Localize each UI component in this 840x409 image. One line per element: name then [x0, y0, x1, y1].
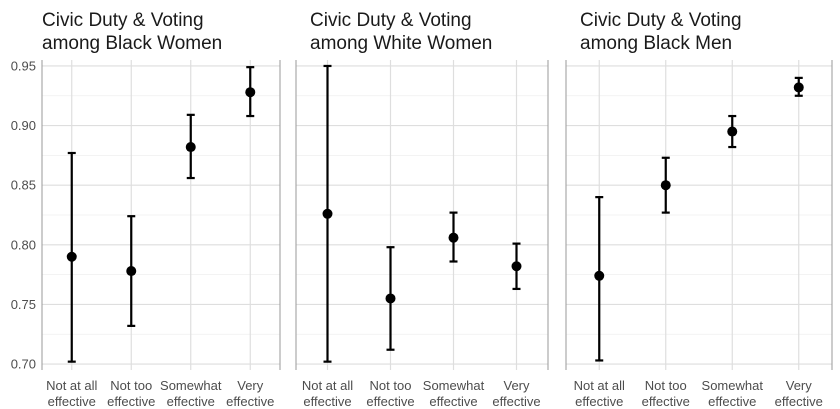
y-tick-label: 0.70 [11, 357, 36, 372]
x-tick-label: Not too [370, 378, 412, 393]
panel-1-title-line-1: Civic Duty & Voting [42, 10, 204, 31]
y-tick-label: 0.85 [11, 178, 36, 193]
data-point [245, 87, 256, 98]
panel-3-title-line-2: among Black Men [580, 33, 732, 54]
x-tick-label: Not at all [574, 378, 625, 393]
x-tick-label: effective [708, 394, 756, 409]
data-point [660, 180, 671, 191]
y-tick-label: 0.95 [11, 58, 36, 73]
data-point [66, 251, 77, 262]
x-tick-label: effective [167, 394, 215, 409]
x-tick-label: Very [237, 378, 264, 393]
x-tick-label: Somewhat [160, 378, 222, 393]
x-tick-label: effective [429, 394, 477, 409]
x-tick-label: effective [642, 394, 690, 409]
x-tick-label: Somewhat [702, 378, 764, 393]
x-tick-label: effective [775, 394, 823, 409]
data-point [727, 126, 738, 137]
x-tick-label: effective [366, 394, 414, 409]
data-point [322, 208, 333, 219]
x-tick-label: effective [107, 394, 155, 409]
x-tick-label: Very [786, 378, 813, 393]
x-tick-label: Not too [110, 378, 152, 393]
x-tick-label: Not too [645, 378, 687, 393]
data-point [385, 293, 396, 304]
x-tick-label: effective [492, 394, 540, 409]
x-tick-label: Not at all [46, 378, 97, 393]
x-tick-label: effective [303, 394, 351, 409]
panel-3-title-line-1: Civic Duty & Voting [580, 10, 742, 31]
x-tick-label: Not at all [302, 378, 353, 393]
x-tick-label: effective [48, 394, 96, 409]
y-tick-label: 0.90 [11, 118, 36, 133]
x-tick-label: Somewhat [423, 378, 485, 393]
panel-2-title-line-1: Civic Duty & Voting [310, 10, 472, 31]
y-tick-label: 0.75 [11, 297, 36, 312]
y-tick-label: 0.80 [11, 237, 36, 252]
x-tick-label: effective [575, 394, 623, 409]
data-point [185, 142, 196, 153]
data-point [448, 232, 459, 243]
x-tick-label: effective [226, 394, 274, 409]
panel-2-title-line-2: among White Women [310, 33, 492, 54]
panel-1-title-line-2: among Black Women [42, 33, 222, 54]
data-point [511, 261, 522, 272]
data-point [793, 82, 804, 93]
data-point [126, 266, 137, 277]
data-point [594, 270, 605, 281]
x-tick-label: Very [503, 378, 530, 393]
